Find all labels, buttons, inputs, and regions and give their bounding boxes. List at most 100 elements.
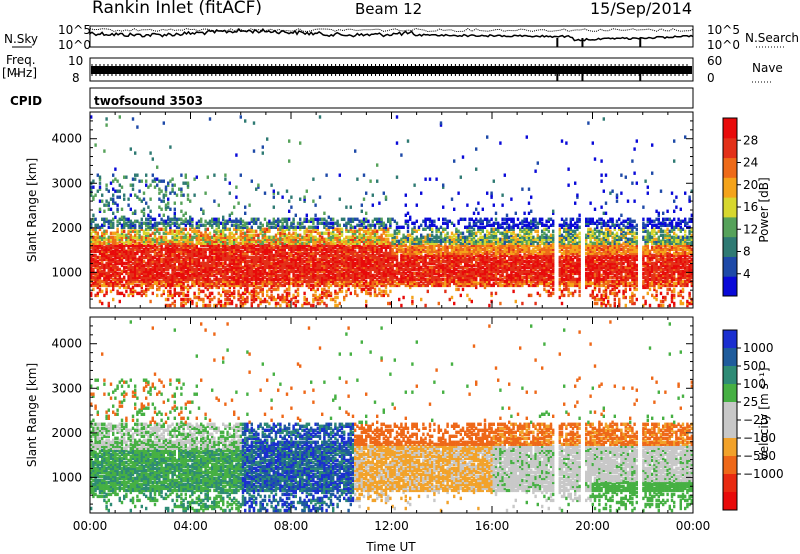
heatmap-cell (338, 301, 341, 306)
heatmap-cell (411, 251, 414, 256)
heatmap-cell (299, 141, 302, 145)
heatmap-cell (233, 295, 236, 300)
heatmap-cell (384, 257, 388, 262)
heatmap-cell (191, 235, 194, 239)
heatmap-cell (356, 245, 359, 249)
heatmap-cell (307, 247, 311, 251)
heatmap-cell (294, 303, 297, 308)
heatmap-cell (420, 265, 423, 270)
heatmap-cell (268, 219, 271, 223)
heatmap-cell (149, 215, 152, 219)
heatmap-cell (118, 261, 121, 266)
heatmap-cell (94, 231, 97, 235)
heatmap-cell (378, 235, 381, 239)
heatmap-cell (345, 249, 348, 253)
heatmap-cell (296, 277, 300, 282)
heatmap-cell (228, 237, 231, 241)
heatmap-cell (351, 237, 355, 241)
heatmap-cell (340, 257, 344, 262)
heatmap-cell (222, 225, 225, 229)
heatmap-cell (206, 255, 209, 260)
heatmap-cell (215, 227, 218, 231)
heatmap-cell (131, 117, 135, 121)
heatmap-cell (261, 277, 264, 282)
heatmap-cell (406, 261, 410, 266)
heatmap-cell (404, 261, 407, 266)
heatmap-cell (237, 275, 240, 280)
heatmap-cell (272, 241, 275, 245)
heatmap-cell (367, 227, 370, 231)
heatmap-cell (316, 295, 319, 300)
heatmap-cell (340, 261, 344, 266)
heatmap-cell (274, 237, 278, 241)
heatmap-cell (180, 301, 183, 306)
heatmap-cell (422, 219, 425, 223)
heatmap-cell (325, 295, 328, 300)
heatmap-cell (98, 181, 102, 185)
heatmap-cell (272, 225, 275, 229)
heatmap-cell (233, 205, 236, 209)
heatmap-cell (246, 281, 249, 286)
heatmap-cell (351, 273, 355, 278)
heatmap-cell (228, 245, 231, 249)
heatmap-cell (329, 283, 333, 288)
heatmap-cell (169, 207, 172, 211)
heatmap-cell (303, 235, 306, 239)
heatmap-cell (153, 247, 157, 251)
heatmap-cell (142, 255, 146, 260)
heatmap-cell (127, 283, 130, 288)
heatmap-cell (208, 241, 212, 245)
heatmap-cell (272, 259, 275, 264)
heatmap-cell (164, 237, 168, 241)
heatmap-cell (103, 249, 106, 253)
heatmap-cell (244, 253, 247, 258)
heatmap-cell (365, 275, 368, 280)
heatmap-cell (426, 237, 429, 241)
heatmap-cell (90, 255, 93, 260)
heatmap-cell (180, 243, 183, 247)
heatmap-cell (314, 269, 317, 274)
heatmap-cell (140, 235, 143, 239)
heatmap-cell (272, 221, 275, 225)
heatmap-cell (413, 271, 416, 276)
heatmap-cell (420, 259, 423, 264)
heatmap-cell (371, 239, 374, 243)
heatmap-cell (129, 265, 132, 270)
heatmap-cell (162, 273, 165, 278)
heatmap-cell (310, 259, 313, 264)
heatmap-cell (96, 263, 99, 268)
heatmap-cell (164, 205, 168, 209)
heatmap-cell (224, 275, 227, 280)
heatmap-cell (336, 255, 339, 260)
heatmap-cell (195, 277, 198, 282)
heatmap-cell (338, 229, 341, 233)
heatmap-cell (404, 221, 407, 225)
heatmap-cell (257, 225, 260, 229)
heatmap-cell (406, 273, 410, 278)
heatmap-cell (398, 277, 401, 282)
heatmap-cell (270, 289, 273, 294)
heatmap-cell (250, 295, 253, 300)
heatmap-cell (217, 251, 220, 256)
heatmap-cell (112, 231, 115, 235)
heatmap-cell (226, 253, 229, 258)
heatmap-cell (244, 259, 247, 264)
heatmap-cell (230, 211, 234, 215)
heatmap-cell (109, 257, 113, 262)
heatmap-cell (230, 231, 234, 235)
heatmap-cell (307, 229, 311, 233)
heatmap-cell (103, 267, 106, 272)
heatmap-cell (277, 275, 280, 280)
heatmap-cell (151, 237, 154, 241)
heatmap-cell (338, 261, 341, 266)
heatmap-cell (281, 217, 284, 221)
heatmap-cell (105, 263, 108, 268)
heatmap-cell (384, 197, 388, 201)
heatmap-cell (424, 255, 427, 260)
heatmap-cell (90, 219, 93, 223)
heatmap-cell (263, 281, 267, 286)
heatmap-cell (103, 247, 106, 251)
heatmap-cell (369, 225, 372, 229)
heatmap-cell (127, 251, 130, 256)
heatmap-cell (283, 247, 286, 251)
